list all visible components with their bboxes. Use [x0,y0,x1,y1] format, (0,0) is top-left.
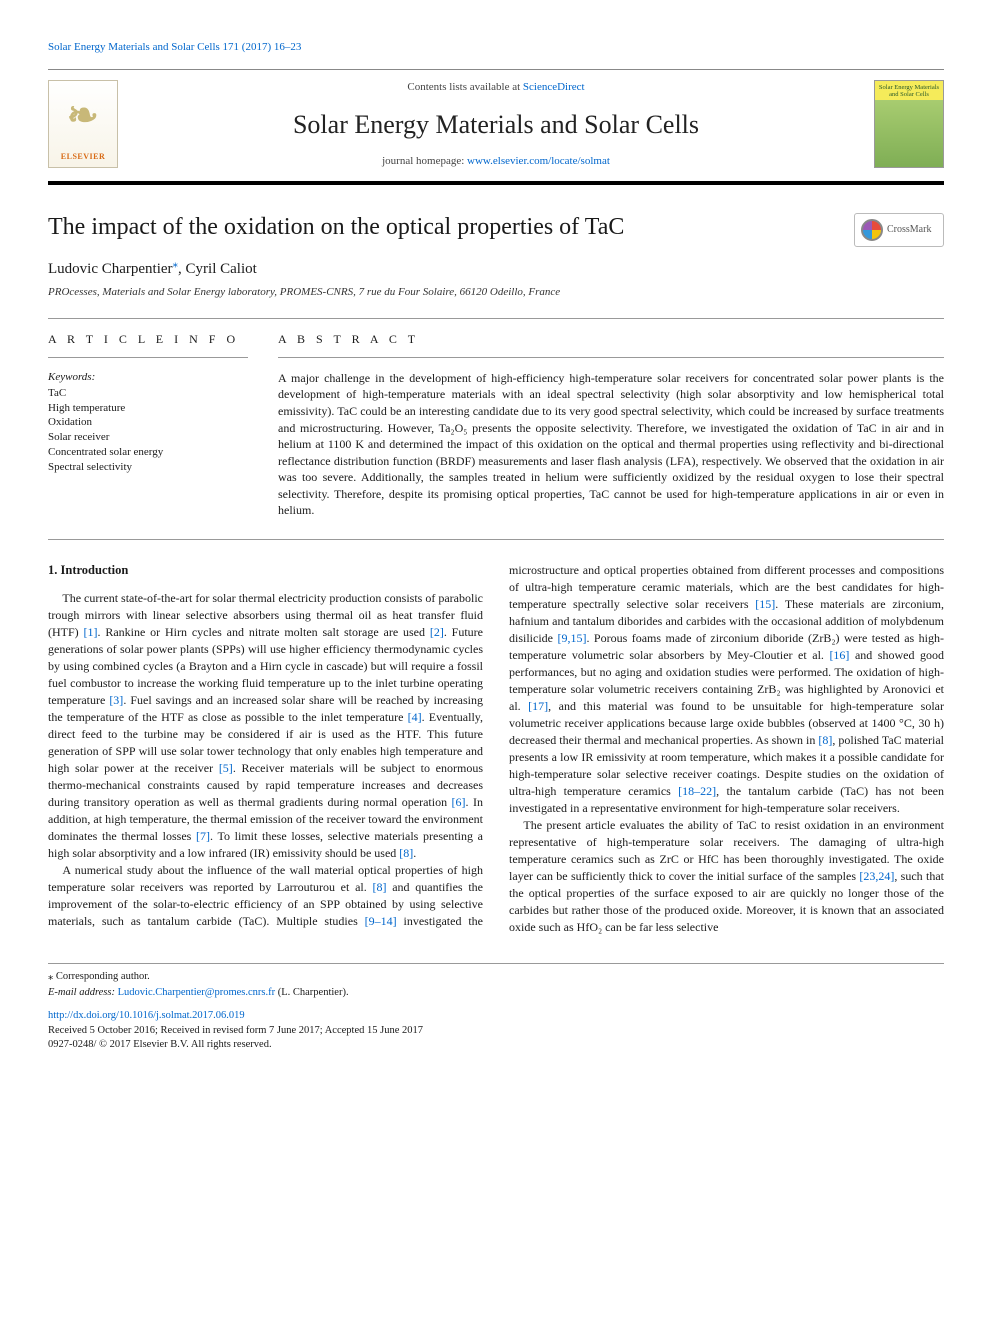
article-info-heading: A R T I C L E I N F O [48,331,248,347]
affiliation: PROcesses, Materials and Solar Energy la… [48,285,944,300]
crossmark-icon [861,219,883,241]
ref-link[interactable]: [23,24] [859,869,894,883]
section-number: 1. [48,563,57,577]
history-line: Received 5 October 2016; Received in rev… [48,1024,944,1039]
ref-link[interactable]: [15] [755,597,775,611]
keywords-list: TaC High temperature Oxidation Solar rec… [48,386,248,475]
ref-link[interactable]: [18–22] [678,784,716,798]
abstract-heading: A B S T R A C T [278,331,944,347]
elsevier-tree-icon: ❧ [67,81,99,152]
keywords-label: Keywords: [48,370,248,385]
article-body: 1. Introduction The current state-of-the… [48,562,944,937]
journal-name: Solar Energy Materials and Solar Cells [132,107,860,142]
sciencedirect-link[interactable]: ScienceDirect [523,81,585,93]
homepage-link[interactable]: www.elsevier.com/locate/solmat [467,155,610,167]
crossmark-label: CrossMark [887,223,931,237]
crossmark-badge[interactable]: CrossMark [854,213,944,247]
ref-link[interactable]: [1] [84,625,98,639]
contents-line: Contents lists available at ScienceDirec… [132,80,860,95]
article-footer: ⁎ Corresponding author. E-mail address: … [48,963,944,1053]
ref-link[interactable]: [4] [408,710,422,724]
journal-cover-thumb: Solar Energy Materials and Solar Cells [874,80,944,168]
keyword: Oxidation [48,415,248,430]
section-heading: 1. Introduction [48,562,483,580]
email-suffix: (L. Charpentier). [275,987,348,998]
journal-masthead: ❧ ELSEVIER Contents lists available at S… [48,69,944,185]
email-line: E-mail address: Ludovic.Charpentier@prom… [48,986,944,1001]
ref-link[interactable]: [2] [430,625,444,639]
ref-link[interactable]: [9–14] [365,914,397,928]
divider [48,318,944,319]
ref-link[interactable]: [8] [372,880,386,894]
divider [48,539,944,540]
contents-prefix: Contents lists available at [407,81,522,93]
corresponding-author-note: ⁎ Corresponding author. [48,970,944,985]
homepage-prefix: journal homepage: [382,155,467,167]
author-2[interactable]: Cyril Caliot [186,261,257,277]
keyword: Spectral selectivity [48,460,248,475]
author-email-link[interactable]: Ludovic.Charpentier@promes.cnrs.fr [118,987,276,998]
body-paragraph: The present article evaluates the abilit… [509,817,944,936]
keyword: TaC [48,386,248,401]
ref-link[interactable]: [3] [109,693,123,707]
abstract-column: A B S T R A C T A major challenge in the… [278,331,944,519]
author-1[interactable]: Ludovic Charpentier [48,261,173,277]
article-info-column: A R T I C L E I N F O Keywords: TaC High… [48,331,248,519]
author-sep: , [178,261,186,277]
ref-link[interactable]: [16] [829,648,849,662]
abstract-text: A major challenge in the development of … [278,370,944,519]
abstract-divider [278,357,944,358]
doi-link[interactable]: http://dx.doi.org/10.1016/j.solmat.2017.… [48,1009,944,1024]
ref-link[interactable]: [5] [219,761,233,775]
ref-link[interactable]: [17] [528,699,548,713]
citation-link[interactable]: Solar Energy Materials and Solar Cells 1… [48,41,301,53]
publisher-logo-text: ELSEVIER [61,152,105,163]
ref-link[interactable]: [9,15] [557,631,586,645]
body-paragraph: The current state-of-the-art for solar t… [48,590,483,863]
info-divider [48,357,248,358]
ref-link[interactable]: [7] [196,829,210,843]
masthead-center: Contents lists available at ScienceDirec… [132,80,860,169]
email-label: E-mail address: [48,987,118,998]
running-head-citation[interactable]: Solar Energy Materials and Solar Cells 1… [48,40,944,55]
cover-text: Solar Energy Materials and Solar Cells [877,84,941,98]
publisher-logo: ❧ ELSEVIER [48,80,118,168]
issn-copyright: 0927-0248/ © 2017 Elsevier B.V. All righ… [48,1038,944,1053]
title-row: The impact of the oxidation on the optic… [48,213,944,247]
section-title: Introduction [61,563,129,577]
text-run: . [413,846,416,860]
ref-link[interactable]: [6] [452,795,466,809]
info-abstract-row: A R T I C L E I N F O Keywords: TaC High… [48,331,944,519]
keyword: High temperature [48,401,248,416]
ref-link[interactable]: [8] [399,846,413,860]
ref-link[interactable]: [8] [818,733,832,747]
text-run: . Rankine or Hirn cycles and nitrate mol… [98,625,430,639]
keyword: Concentrated solar energy [48,445,248,460]
homepage-line: journal homepage: www.elsevier.com/locat… [132,154,860,169]
author-list: Ludovic Charpentier⁎, Cyril Caliot [48,257,944,279]
keyword: Solar receiver [48,430,248,445]
article-title: The impact of the oxidation on the optic… [48,213,838,242]
